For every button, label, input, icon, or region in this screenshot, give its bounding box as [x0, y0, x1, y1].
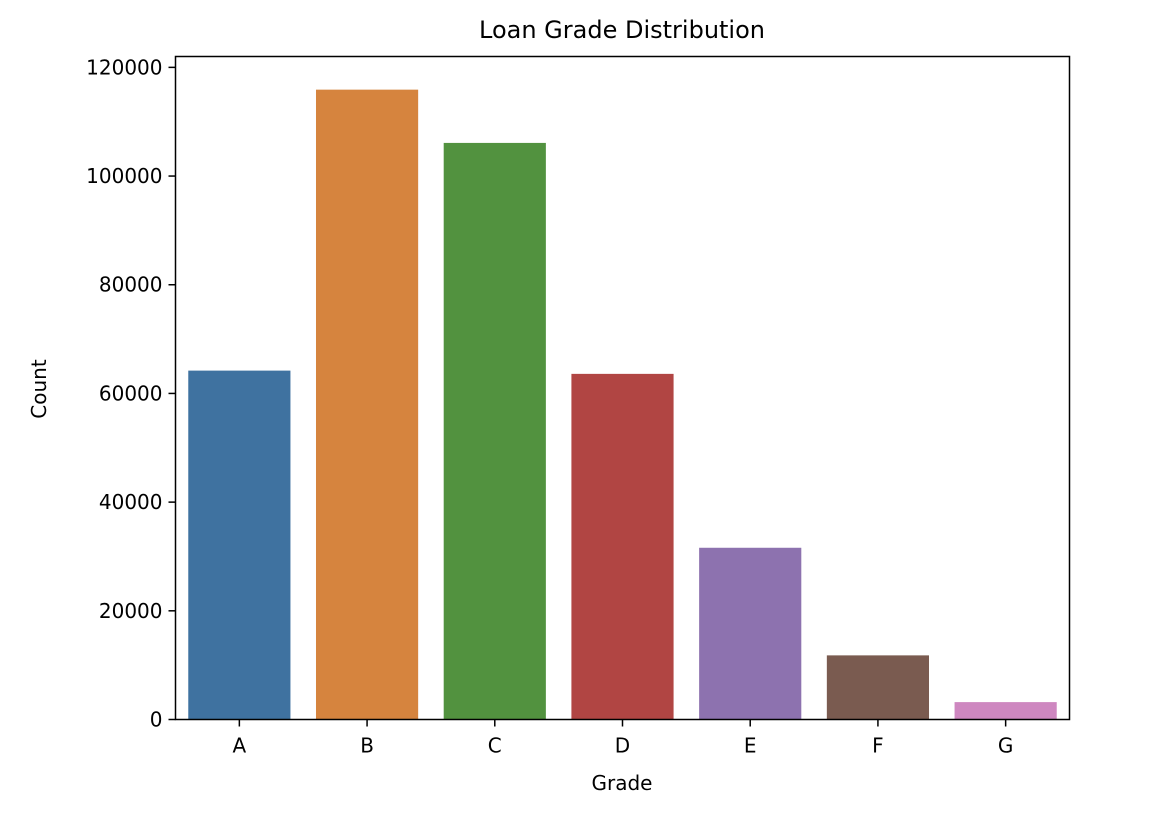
x-tick-label-d: D — [615, 734, 630, 758]
y-tick-label: 120000 — [86, 55, 162, 79]
y-tick-label: 100000 — [86, 164, 162, 188]
x-axis-label: Grade — [592, 771, 653, 795]
y-tick-label: 40000 — [99, 490, 163, 514]
bar-a — [188, 370, 291, 720]
y-axis-ticks: 0 20000 40000 60000 80000 100000 120000 — [86, 55, 176, 732]
bar-g — [954, 702, 1057, 720]
bar-c — [443, 142, 546, 720]
y-tick-label: 20000 — [99, 599, 163, 623]
bar-d — [571, 373, 674, 720]
y-tick-label: 0 — [150, 708, 163, 732]
x-tick-label-f: F — [872, 734, 884, 758]
bar-f — [826, 655, 930, 720]
y-axis-label: Count — [27, 359, 51, 419]
x-axis-ticks: A B C D E F G — [233, 719, 1014, 758]
x-tick-label-g: G — [998, 734, 1014, 758]
y-tick-label: 60000 — [99, 381, 163, 405]
bar-b — [315, 89, 419, 720]
y-tick-label: 80000 — [99, 273, 163, 297]
x-tick-label-a: A — [233, 734, 247, 758]
x-tick-label-e: E — [744, 734, 757, 758]
x-tick-label-b: B — [360, 734, 374, 758]
x-tick-label-c: C — [488, 734, 502, 758]
bars-group — [188, 89, 1057, 720]
bar-e — [699, 547, 802, 720]
plot-frame — [174, 55, 1071, 721]
chart-title: Loan Grade Distribution — [479, 16, 765, 44]
